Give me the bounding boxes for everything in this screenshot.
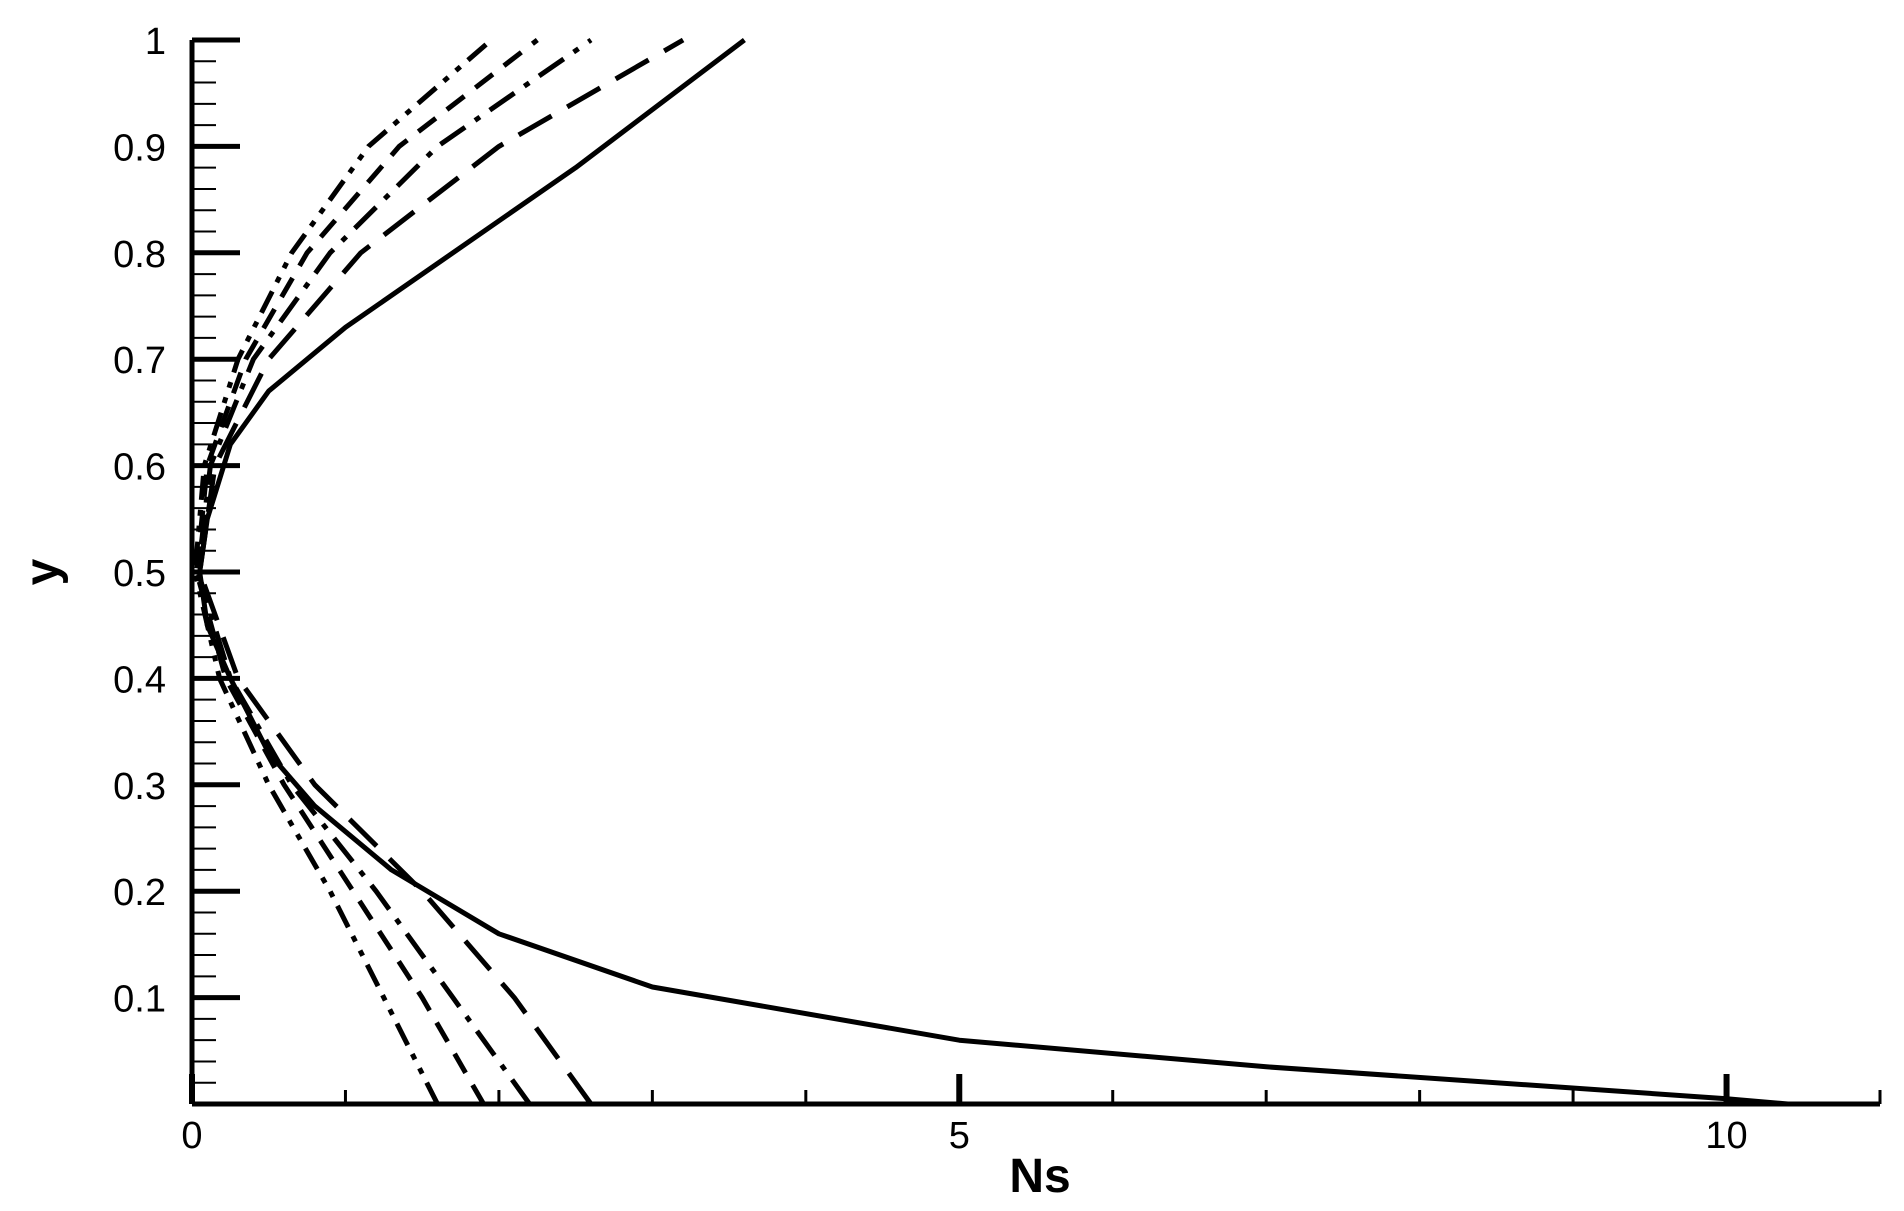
series-line [197,38,1789,1107]
y-tick-label: 0.1 [113,979,166,1021]
x-tick-label: 0 [181,1115,202,1157]
y-tick-label: 0.9 [113,127,166,169]
series-line [195,37,593,1106]
x-axis-label: Ns [1009,1150,1070,1203]
y-tick-label: 0.3 [113,766,166,808]
y-tick-label: 0.5 [113,553,166,595]
y-tick-label: 0.8 [113,234,166,276]
y-tick-label: 0.7 [113,340,166,382]
y-tick-label: 0.2 [113,872,166,914]
y-tick-label: 0.6 [113,447,166,489]
x-tick-label: 5 [949,1115,970,1157]
y-tick-label: 1 [145,21,166,63]
series-line [197,37,685,1106]
y-tick-label: 0.4 [113,659,166,701]
x-tick-label: 10 [1705,1115,1747,1157]
y-axis-label: y [16,558,69,585]
series-line [194,38,539,1106]
series-line [192,38,493,1106]
